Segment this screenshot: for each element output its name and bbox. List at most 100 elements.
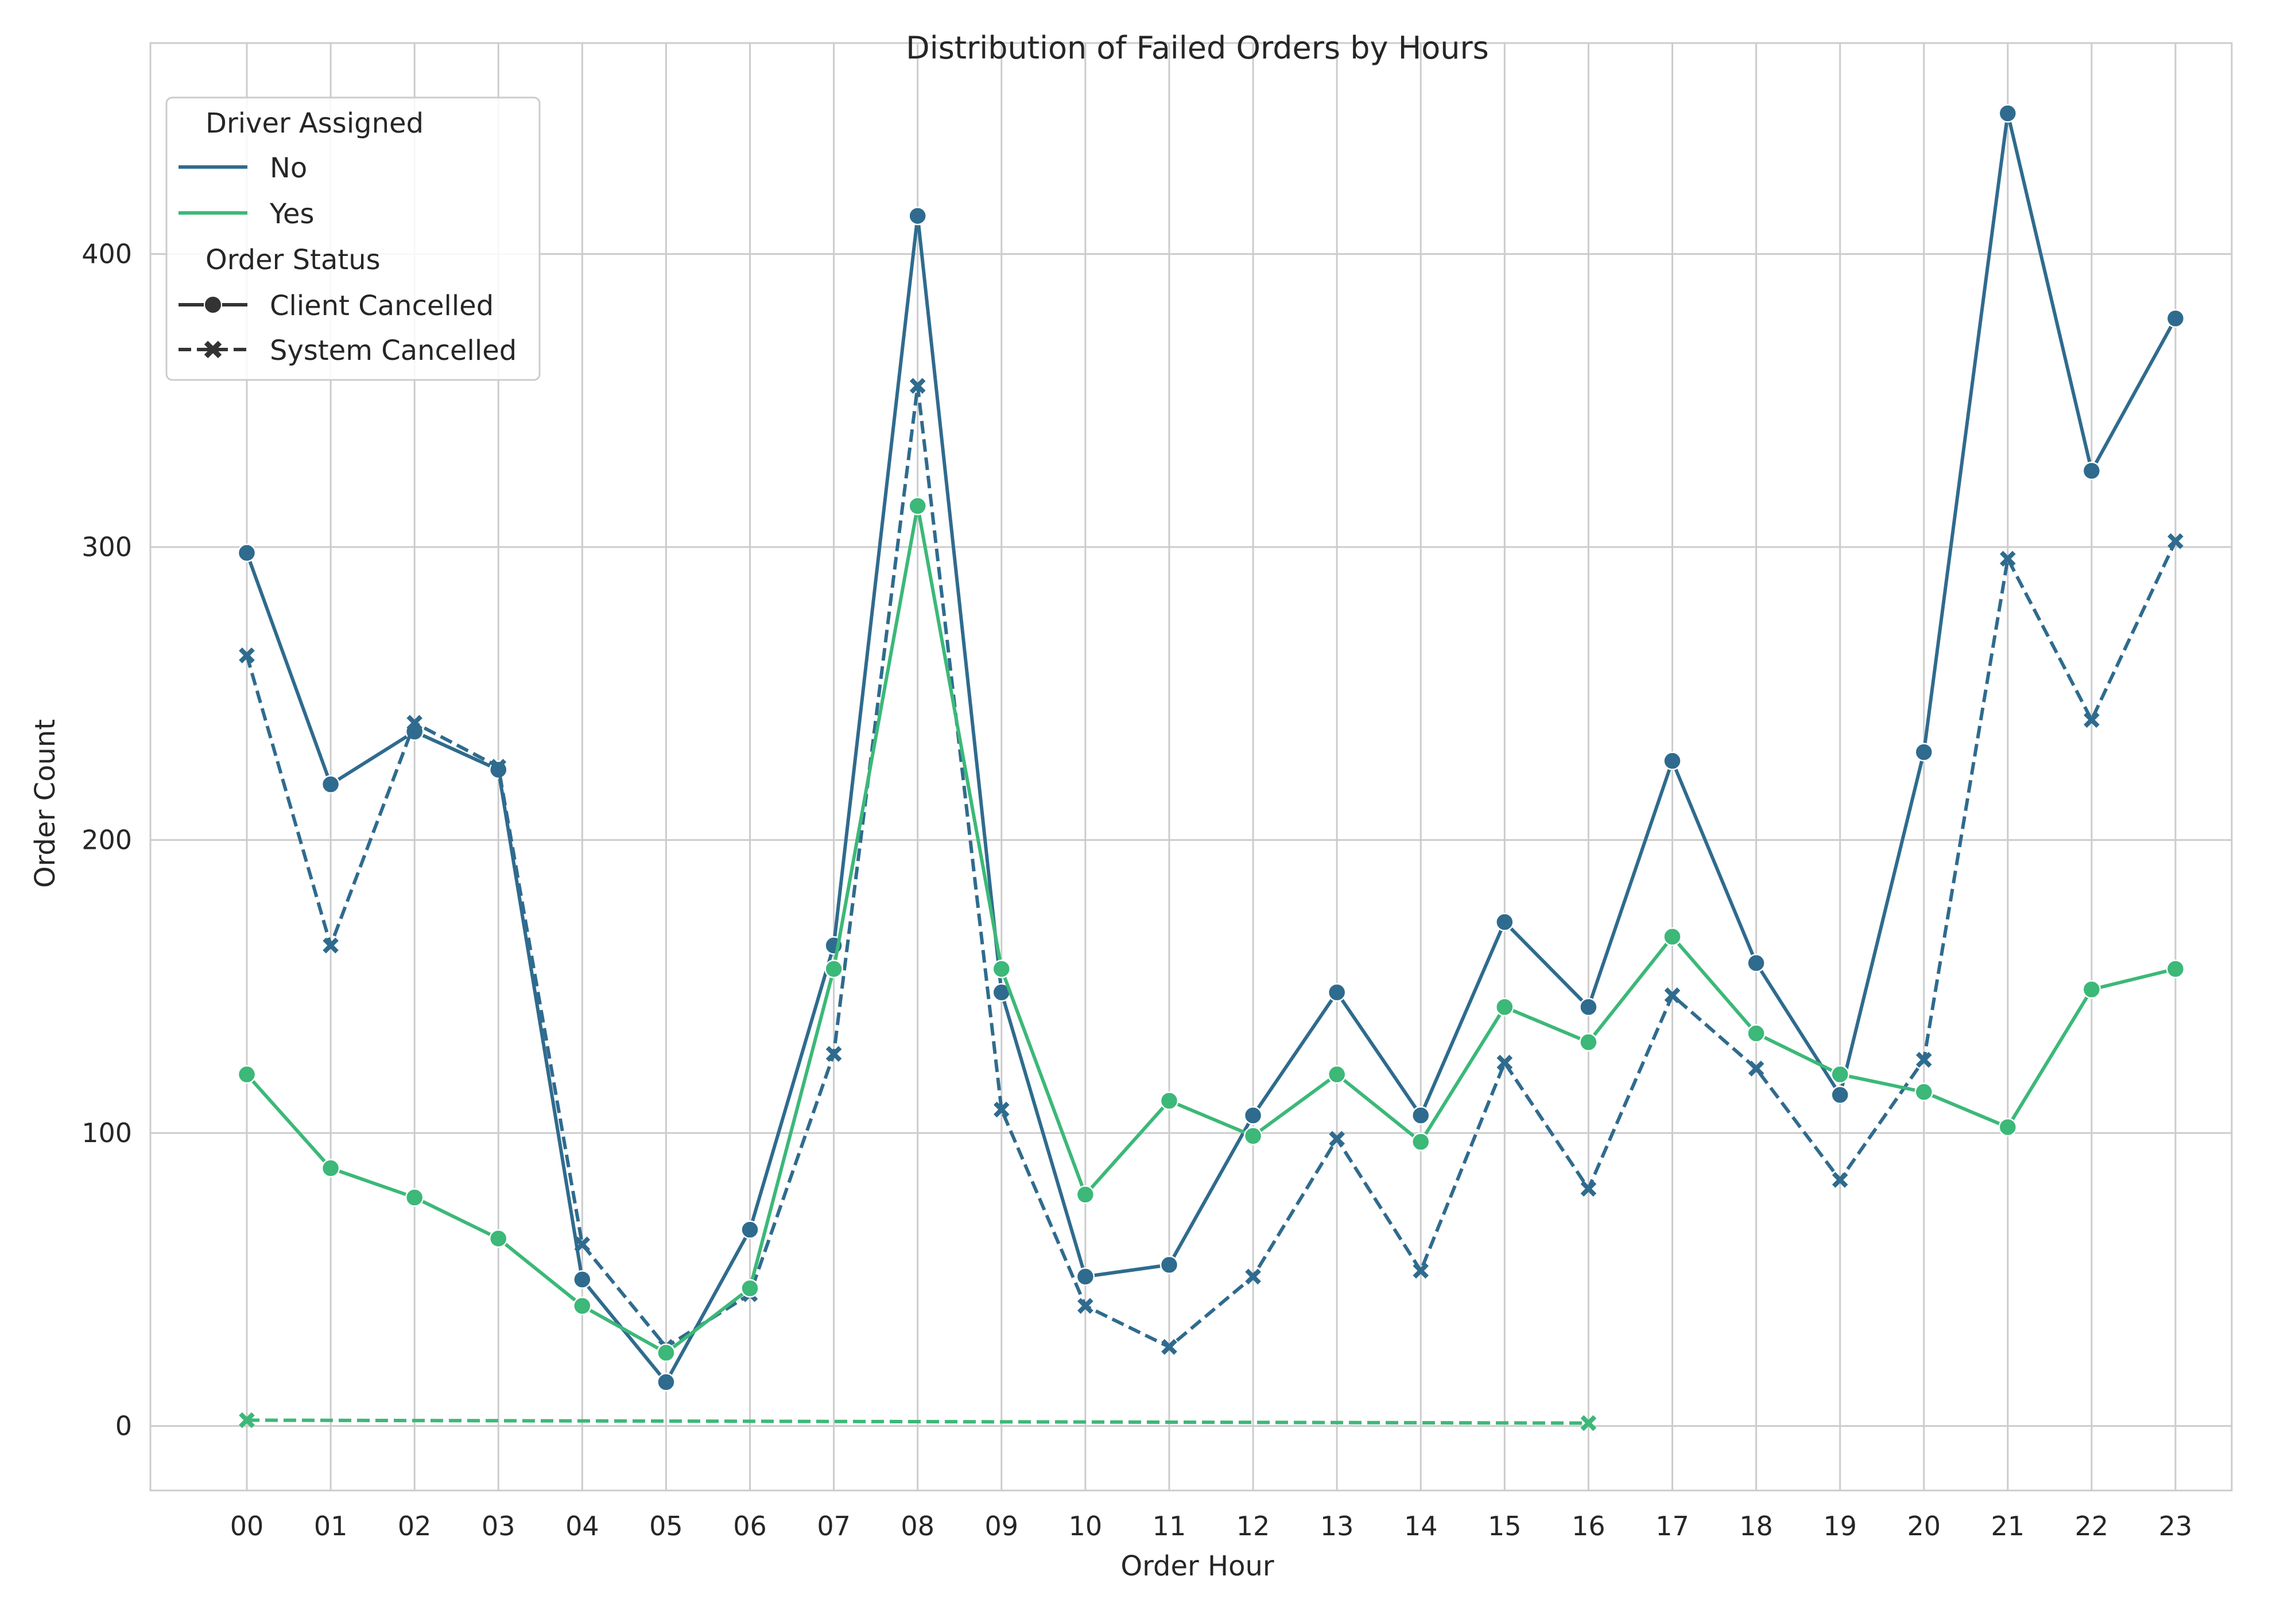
data-point [1327,1065,1347,1084]
data-point-stroke [1077,1298,1093,1314]
legend-marker-x [204,340,222,359]
data-point [1496,1054,1513,1071]
legend-label-no: No [270,152,307,184]
data-point-stroke [1329,1131,1345,1147]
data-point [1159,1091,1179,1111]
data-point [323,937,339,954]
series-line [245,111,2177,1384]
data-point [239,647,255,663]
data-point [1495,997,1514,1016]
data-point-stroke [1748,1061,1764,1077]
x-tick-label: 05 [649,1511,683,1542]
data-point [573,1297,592,1315]
data-point [490,759,507,775]
legend-label-system-cancelled: System Cancelled [270,335,517,367]
data-point [1914,743,1933,762]
data-point [1664,987,1681,1004]
data-point-stroke [1580,1181,1597,1197]
grid [150,43,2232,1490]
data-point [1495,913,1514,931]
data-point [1159,1255,1179,1275]
x-tick-label: 00 [230,1511,264,1542]
data-point [908,206,927,226]
data-point [993,1101,1010,1118]
series-line [246,1418,1589,1425]
x-tick-label: 02 [398,1511,432,1542]
x-tick-label: 08 [901,1511,934,1542]
y-tick-label: 0 [115,1411,132,1442]
data-point [1830,1085,1849,1105]
data-point-stroke [323,937,339,954]
data-point [1663,927,1682,946]
series [239,1412,1597,1431]
legend-label-client-cancelled: Client Cancelled [270,290,494,322]
data-point-stroke [1496,1054,1513,1071]
data-point-stroke [1832,1172,1848,1188]
data-point [1832,1172,1848,1188]
legend-title-driver-assigned: Driver Assigned [205,107,424,139]
x-tick-label: 16 [1572,1511,1605,1542]
data-point [1579,997,1598,1016]
data-point-stroke [2167,533,2183,549]
data-point [573,1270,592,1289]
data-point [1579,1032,1598,1052]
data-point [321,775,340,794]
y-axis-label: Order Count [29,719,61,888]
x-tick-label: 11 [1153,1511,1186,1542]
data-point [1243,1106,1263,1125]
legend-label-yes: Yes [269,198,314,230]
data-point [1748,1061,1764,1077]
data-point [1243,1127,1263,1146]
data-point [2166,960,2185,979]
chart-title: Distribution of Failed Orders by Hours [906,30,1489,66]
data-point [1411,1106,1430,1125]
series-line [245,504,2176,1355]
data-point [1580,1415,1597,1431]
data-point [825,1046,842,1062]
data-point-stroke [2084,712,2100,728]
legend: Driver Assigned No Yes Order Status Clie… [165,96,541,381]
data-point [2166,309,2185,328]
data-point [1830,1065,1849,1084]
data-point [1411,1132,1430,1151]
data-point-stroke [1580,1415,1597,1431]
data-point [908,496,927,515]
data-point [1747,953,1766,973]
data-point-stroke [909,378,926,394]
legend-box [165,96,541,381]
data-point-stroke [574,1236,591,1252]
data-point [992,960,1011,979]
series [237,104,2185,1392]
x-tick-label: 06 [733,1511,767,1542]
data-point-stroke [1413,1263,1429,1279]
data-point-stroke [239,647,255,663]
data-point [1580,1181,1597,1197]
data-point-stroke [993,1101,1010,1118]
data-point [405,1188,424,1207]
data-point [1076,1267,1095,1286]
data-point-stroke [1245,1268,1261,1285]
ticks: 00 01 02 03 04 05 06 07 08 09 10 11 12 13 14 15 16 17 18 19… [82,239,2192,1542]
x-tick-label: 21 [1991,1511,2025,1542]
data-point-stroke [1999,550,2016,567]
x-tick-label: 13 [1320,1511,1354,1542]
data-point [1998,1117,2018,1137]
y-tick-label: 100 [82,1117,132,1148]
x-tick-label: 03 [482,1511,515,1542]
x-tick-label: 19 [1823,1511,1857,1542]
data-point-stroke [490,759,507,775]
data-point [2082,461,2101,480]
data-point [2084,712,2100,728]
data-point-stroke [1161,1339,1177,1355]
data-point [740,1220,759,1239]
x-tick-label: 14 [1404,1511,1438,1542]
series [237,496,2185,1363]
x-tick-label: 22 [2075,1511,2109,1542]
data-point [740,1279,759,1298]
data-point [1663,751,1682,771]
data-point [1161,1339,1177,1355]
data-point [1329,1131,1345,1147]
data-point [1076,1185,1095,1204]
data-point [824,960,843,979]
